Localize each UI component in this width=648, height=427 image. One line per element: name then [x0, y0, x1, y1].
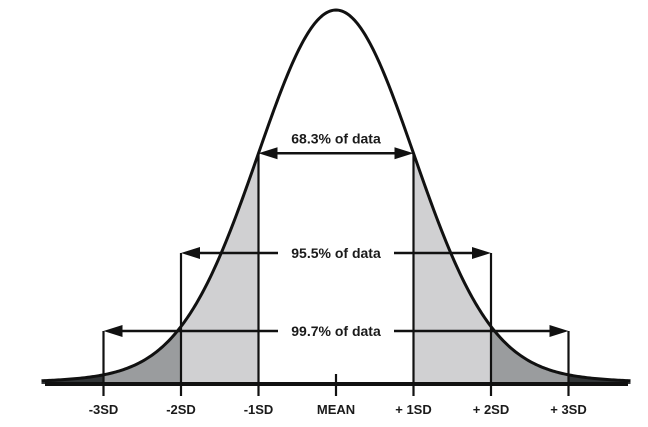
arrowhead-left [103, 325, 123, 337]
band-right-2-3sd-fill [491, 326, 569, 384]
annotation-label-bg [278, 243, 394, 263]
annotation-label: 99.7% of data [291, 323, 381, 339]
tick-label: -2SD [166, 402, 196, 417]
tick-label: + 2SD [473, 402, 510, 417]
arrowhead-right [394, 147, 414, 160]
tick-label: MEAN [317, 402, 355, 417]
annotation-label-bg [278, 321, 394, 341]
tick-label: + 1SD [395, 402, 432, 417]
arrowhead-right [472, 247, 491, 259]
annotation-label: 68.3% of data [291, 130, 381, 146]
annotation-label: 95.5% of data [291, 245, 381, 261]
arrowhead-left [181, 247, 200, 259]
arrowhead-right [549, 325, 569, 337]
tick-label: + 3SD [550, 402, 587, 417]
arrowhead-left [258, 147, 278, 160]
tick-label: -1SD [244, 402, 274, 417]
tick-label: -3SD [89, 402, 119, 417]
bell-curve [41, 8, 631, 383]
band-left-2-3sd-fill [103, 326, 181, 384]
